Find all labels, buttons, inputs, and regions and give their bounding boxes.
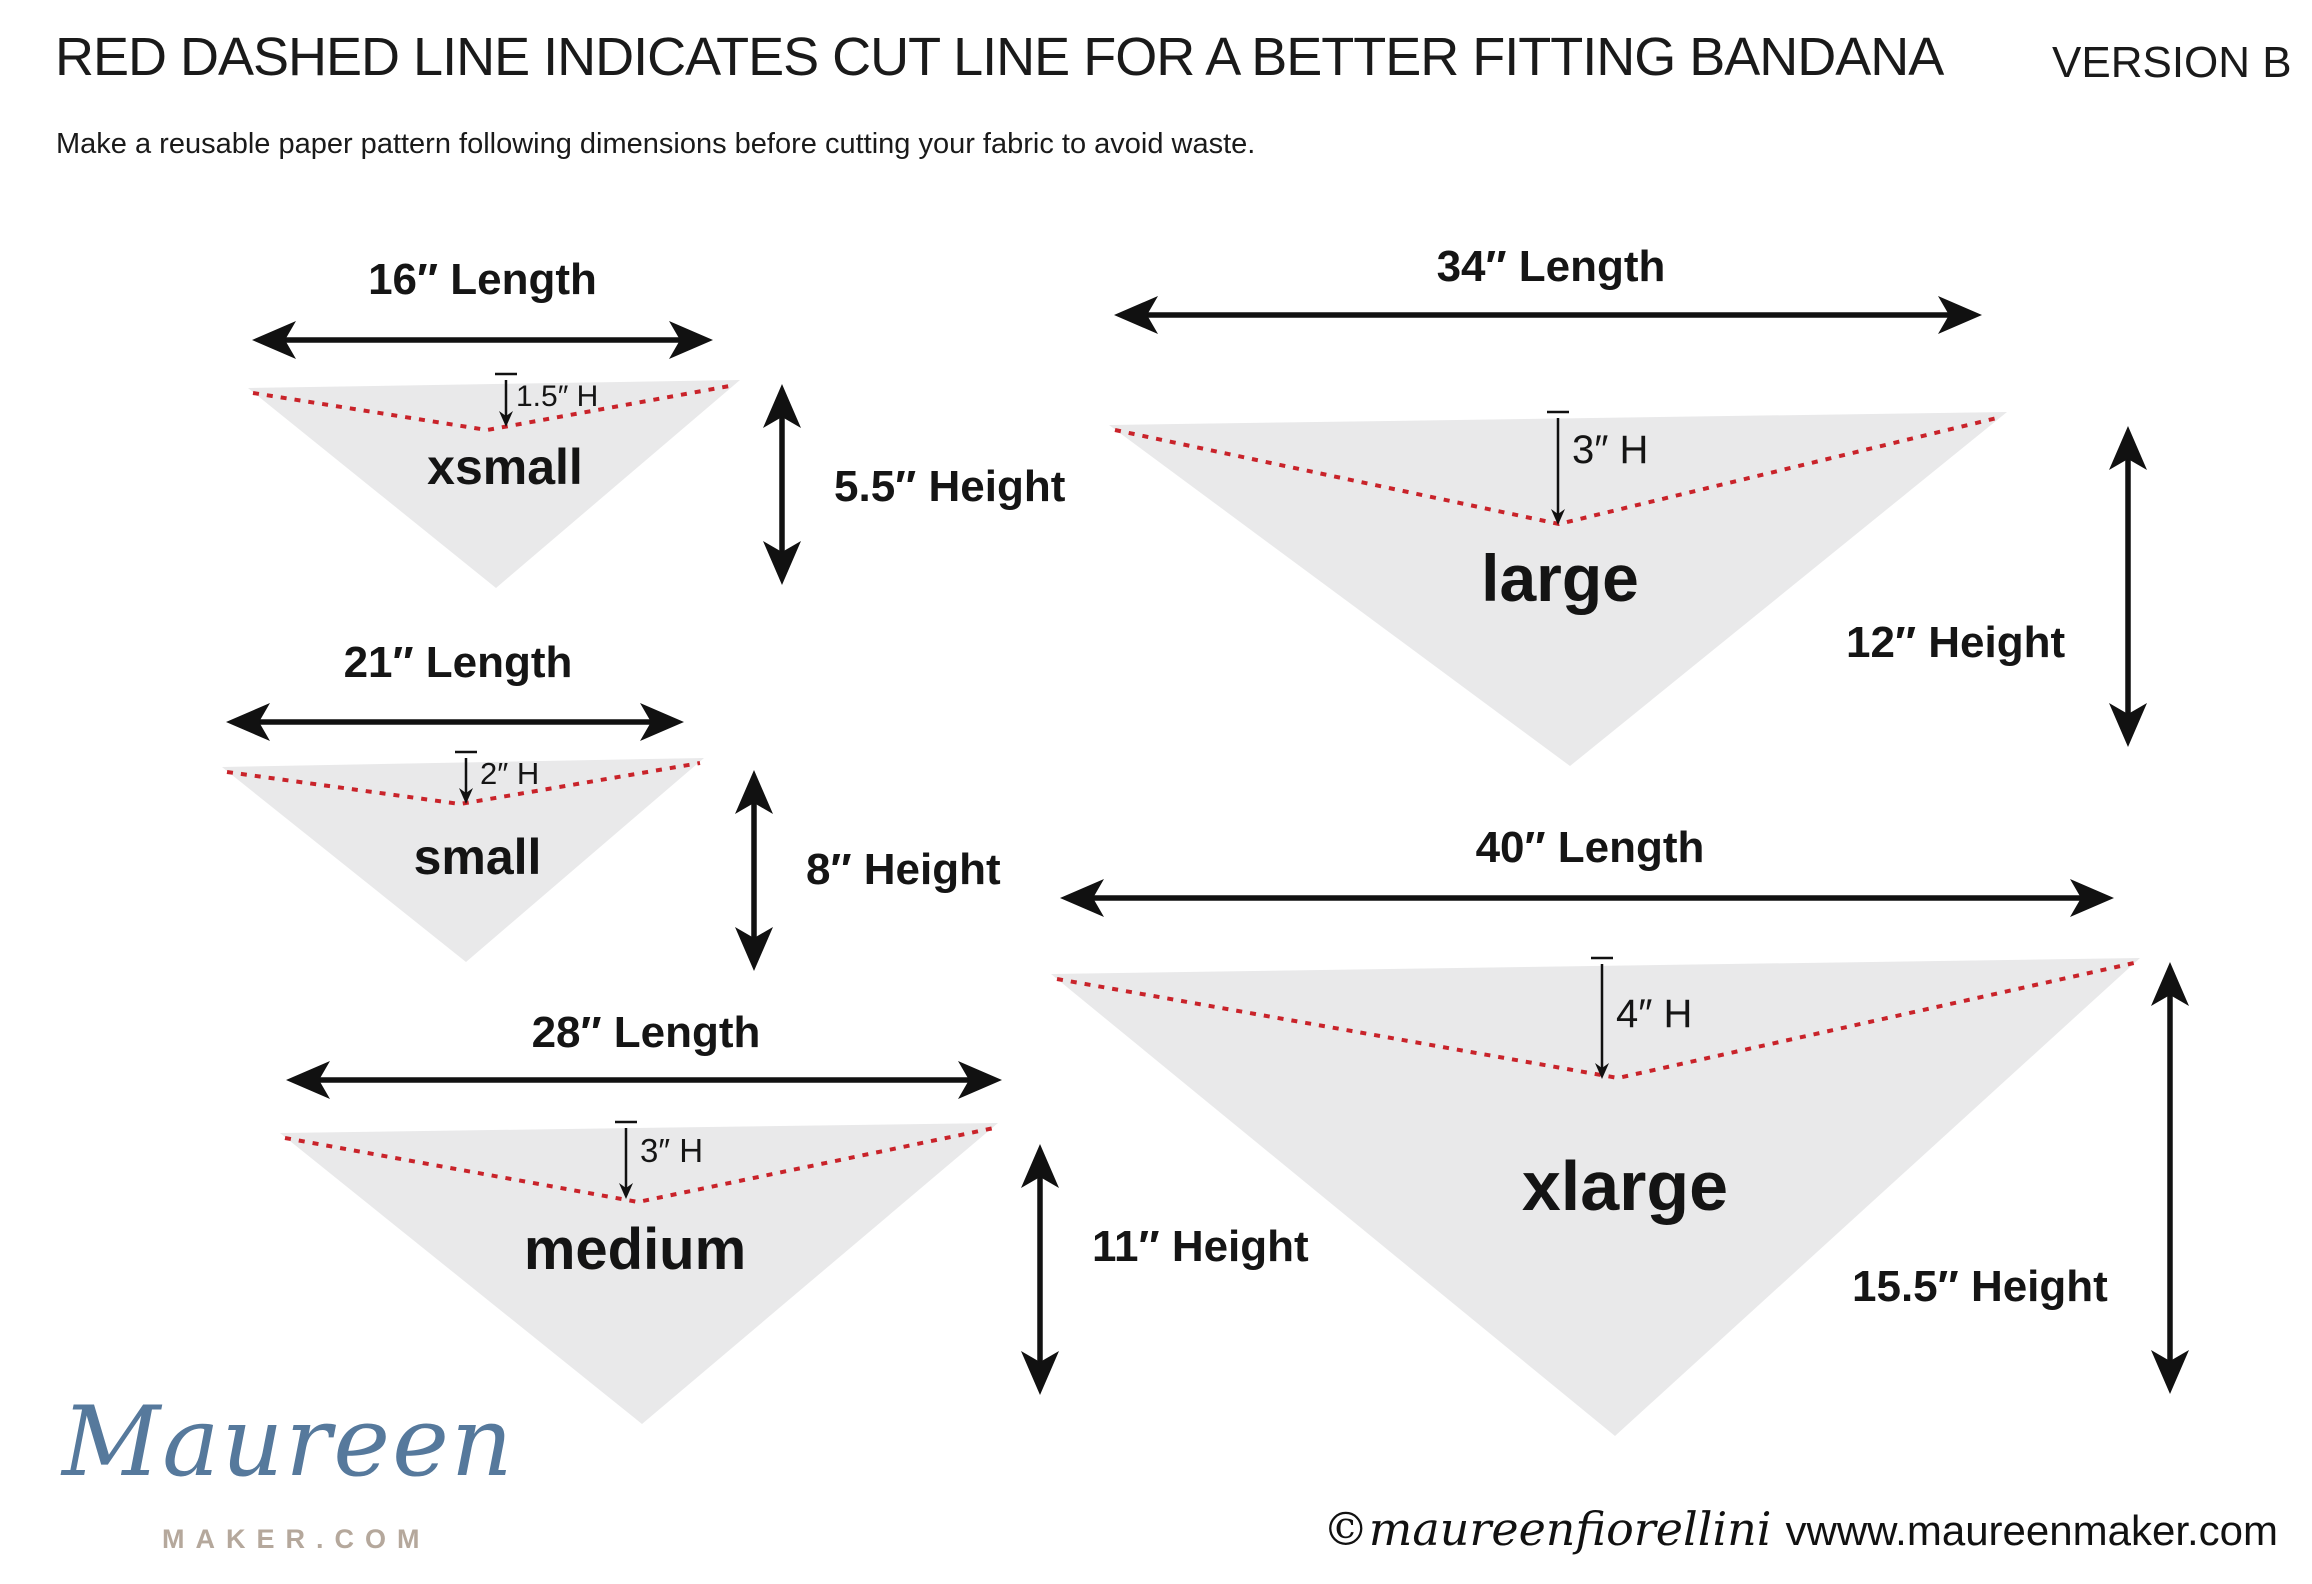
length-label: 40″ Length [1475,823,1705,872]
height-label: 8″ Height [806,845,1001,894]
copyright-url: vwww.maureenmaker.com [1785,1507,2279,1554]
height-label: 11″ Height [1092,1222,1309,1271]
cut-depth-arrow-icon [1591,956,1613,1079]
size-name: large [1481,541,1639,615]
length-arrow-icon [286,1061,1002,1099]
cut-depth-label: 2″ H [480,756,540,791]
cut-line [1114,415,2002,526]
height-arrow-icon [2109,426,2147,747]
length-label: 34″ Length [1436,242,1666,291]
height-label: 12″ Height [1846,618,2066,667]
height-arrow-icon [1021,1144,1059,1395]
bandana-triangle [248,380,740,588]
height-arrow-icon [735,770,773,971]
logo-maker-com: MAKER.COM [162,1524,431,1554]
cut-depth-arrow-icon [495,372,517,427]
size-name: xsmall [427,439,583,495]
height-arrow-icon [2151,962,2189,1394]
cut-line [252,383,736,432]
cut-line [284,1126,995,1204]
cut-depth-label: 4″ H [1616,992,1693,1036]
cut-depth-label: 3″ H [1572,428,1649,472]
length-arrow-icon [1060,879,2114,917]
cut-depth-arrow-icon [615,1120,637,1199]
length-arrow-icon [1114,296,1982,334]
length-label: 28″ Length [531,1008,761,1057]
size-name: xlarge [1521,1147,1729,1225]
page-title: RED DASHED LINE INDICATES CUT LINE FOR A… [55,27,1944,87]
bandana-triangle [1051,958,2140,1436]
length-arrow-icon [252,321,713,359]
height-label: 5.5″ Height [834,462,1066,511]
cut-depth-label: 1.5″ H [516,380,599,413]
height-arrow-icon [763,384,801,585]
height-label: 15.5″ Height [1852,1262,2108,1311]
logo-maureen-script: Maureen [62,1386,515,1498]
bandana-triangle [280,1123,998,1424]
cut-depth-arrow-icon [455,750,477,804]
version-label: VERSION B [2052,38,2292,87]
subtitle: Make a reusable paper pattern following … [56,128,1256,160]
length-label: 16″ Length [368,255,597,304]
size-name: medium [523,1217,747,1282]
cut-depth-arrow-icon [1547,410,1569,525]
bandana-triangle [222,758,704,962]
cut-line [226,761,701,806]
copyright-script: ©maureenfiorellini [1322,1502,1772,1556]
cut-line [1056,961,2135,1080]
length-label: 21″ Length [343,638,573,687]
copyright-line: ©maureenfiorellini vwww.maureenmaker.com [1323,1502,2278,1556]
bandana-triangle [1109,412,2007,766]
length-arrow-icon [226,703,684,741]
size-name: small [413,829,542,885]
cut-depth-label: 3″ H [640,1132,704,1169]
